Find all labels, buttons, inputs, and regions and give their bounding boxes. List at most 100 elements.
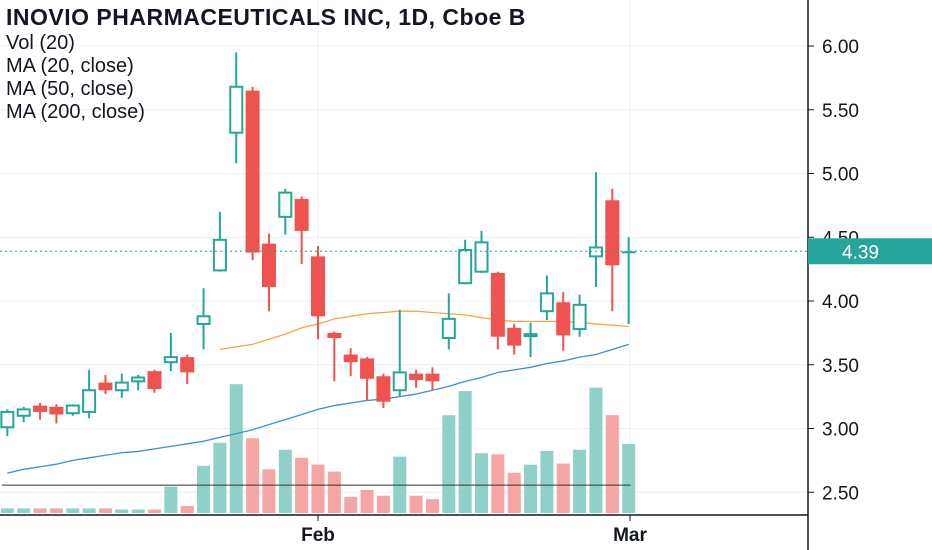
candle-body <box>425 373 440 382</box>
volume-bar <box>278 449 292 513</box>
candle <box>131 374 146 391</box>
candle <box>539 275 554 321</box>
candle-body <box>147 371 162 389</box>
volume-bar <box>33 508 47 513</box>
candle-body <box>507 327 522 346</box>
time-tick-label: Mar <box>613 525 647 546</box>
candle-body <box>114 381 129 392</box>
candle <box>572 294 587 337</box>
volume-bar <box>327 471 341 513</box>
volume-bar <box>0 508 14 513</box>
volume-bar <box>229 384 243 513</box>
volume-bar <box>180 506 194 513</box>
candle-body <box>441 317 456 339</box>
time-tick-label: Feb <box>301 525 335 546</box>
last-price-tag-bg <box>808 238 932 265</box>
candle <box>229 52 244 164</box>
price-tick-label: 3.00 <box>822 420 859 441</box>
candle <box>294 196 309 265</box>
volume-bar <box>311 464 325 513</box>
candle-body <box>523 333 538 338</box>
candle <box>82 369 97 419</box>
volume-bar <box>344 496 358 513</box>
volume-bar <box>573 449 587 513</box>
volume-bar <box>376 495 390 513</box>
volume-bar <box>425 499 439 513</box>
candle-body <box>327 332 342 338</box>
candle <box>33 403 48 420</box>
candle <box>261 233 276 312</box>
candle-body <box>33 405 48 412</box>
candle-body <box>0 410 15 429</box>
candle <box>605 188 620 312</box>
candle-body <box>163 356 178 364</box>
price-tick-label: 2.50 <box>822 483 859 504</box>
candle-body <box>98 382 113 391</box>
price-tick-label: 6.00 <box>822 37 859 58</box>
candle-body <box>360 358 375 379</box>
volume-bar <box>605 415 619 513</box>
price-tick-label: 4.00 <box>822 292 859 313</box>
candle <box>196 288 211 350</box>
price-tick-labels: 6.005.505.004.504.003.503.002.50 <box>808 37 859 504</box>
candle <box>65 404 80 416</box>
price-tick-label: 5.00 <box>822 165 859 186</box>
candle <box>278 188 293 235</box>
price-tick-label: 3.50 <box>822 356 859 377</box>
volume-bar <box>197 465 211 513</box>
volume-bar <box>507 472 521 513</box>
volume-bar <box>66 508 80 513</box>
volume-bar <box>164 486 178 513</box>
candle <box>490 271 505 350</box>
volume-bar <box>115 509 129 513</box>
grid-lines <box>0 0 808 515</box>
candle <box>360 357 375 401</box>
candle-body <box>588 246 603 258</box>
candle <box>180 354 195 384</box>
candle <box>163 332 178 372</box>
time-tick-labels: Feb Mar <box>301 515 647 546</box>
volume-bar <box>442 415 456 513</box>
candle <box>114 373 129 398</box>
candle <box>409 369 424 388</box>
volume-bar <box>622 444 636 513</box>
volume-bar <box>246 438 260 513</box>
candle <box>621 237 636 324</box>
volume-bar <box>524 464 538 513</box>
candle-body <box>376 376 391 402</box>
volume-bar <box>360 490 374 513</box>
candle-body <box>539 292 554 313</box>
candle <box>425 367 440 391</box>
candle-body <box>343 354 358 363</box>
candle-body <box>229 85 244 134</box>
candle-body <box>16 408 31 417</box>
candle-body <box>212 238 227 272</box>
candle <box>327 331 342 382</box>
candle-body <box>572 303 587 331</box>
volume-bar <box>98 508 112 513</box>
candle <box>212 211 227 272</box>
candle-body <box>621 251 636 254</box>
volume-bar <box>131 509 145 513</box>
candle <box>343 348 358 377</box>
candle <box>556 292 571 351</box>
candle-body <box>294 199 309 231</box>
candle <box>392 309 407 397</box>
candle <box>441 293 456 350</box>
candle-body <box>474 241 489 273</box>
candle-body <box>409 373 424 381</box>
volume-bar <box>213 442 227 513</box>
volume-bar <box>17 508 31 513</box>
volume-bar <box>475 453 489 513</box>
candle-body <box>605 200 620 266</box>
last-price-tag: 4.39 <box>808 238 932 265</box>
candle-body <box>196 315 211 325</box>
volume-bar <box>409 495 423 513</box>
candle-body <box>311 256 326 317</box>
candle <box>49 404 64 424</box>
volume-bar <box>148 509 162 513</box>
candle <box>458 239 473 285</box>
volume-bars <box>0 384 636 513</box>
candlesticks <box>0 52 636 437</box>
